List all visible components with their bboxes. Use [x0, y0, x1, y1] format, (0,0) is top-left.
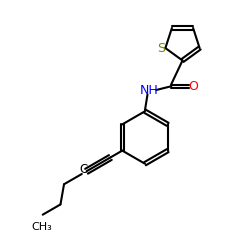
Text: S: S: [157, 42, 165, 54]
Text: C: C: [80, 163, 88, 176]
Text: CH₃: CH₃: [32, 222, 52, 232]
Text: O: O: [188, 80, 198, 93]
Text: NH: NH: [139, 84, 158, 96]
